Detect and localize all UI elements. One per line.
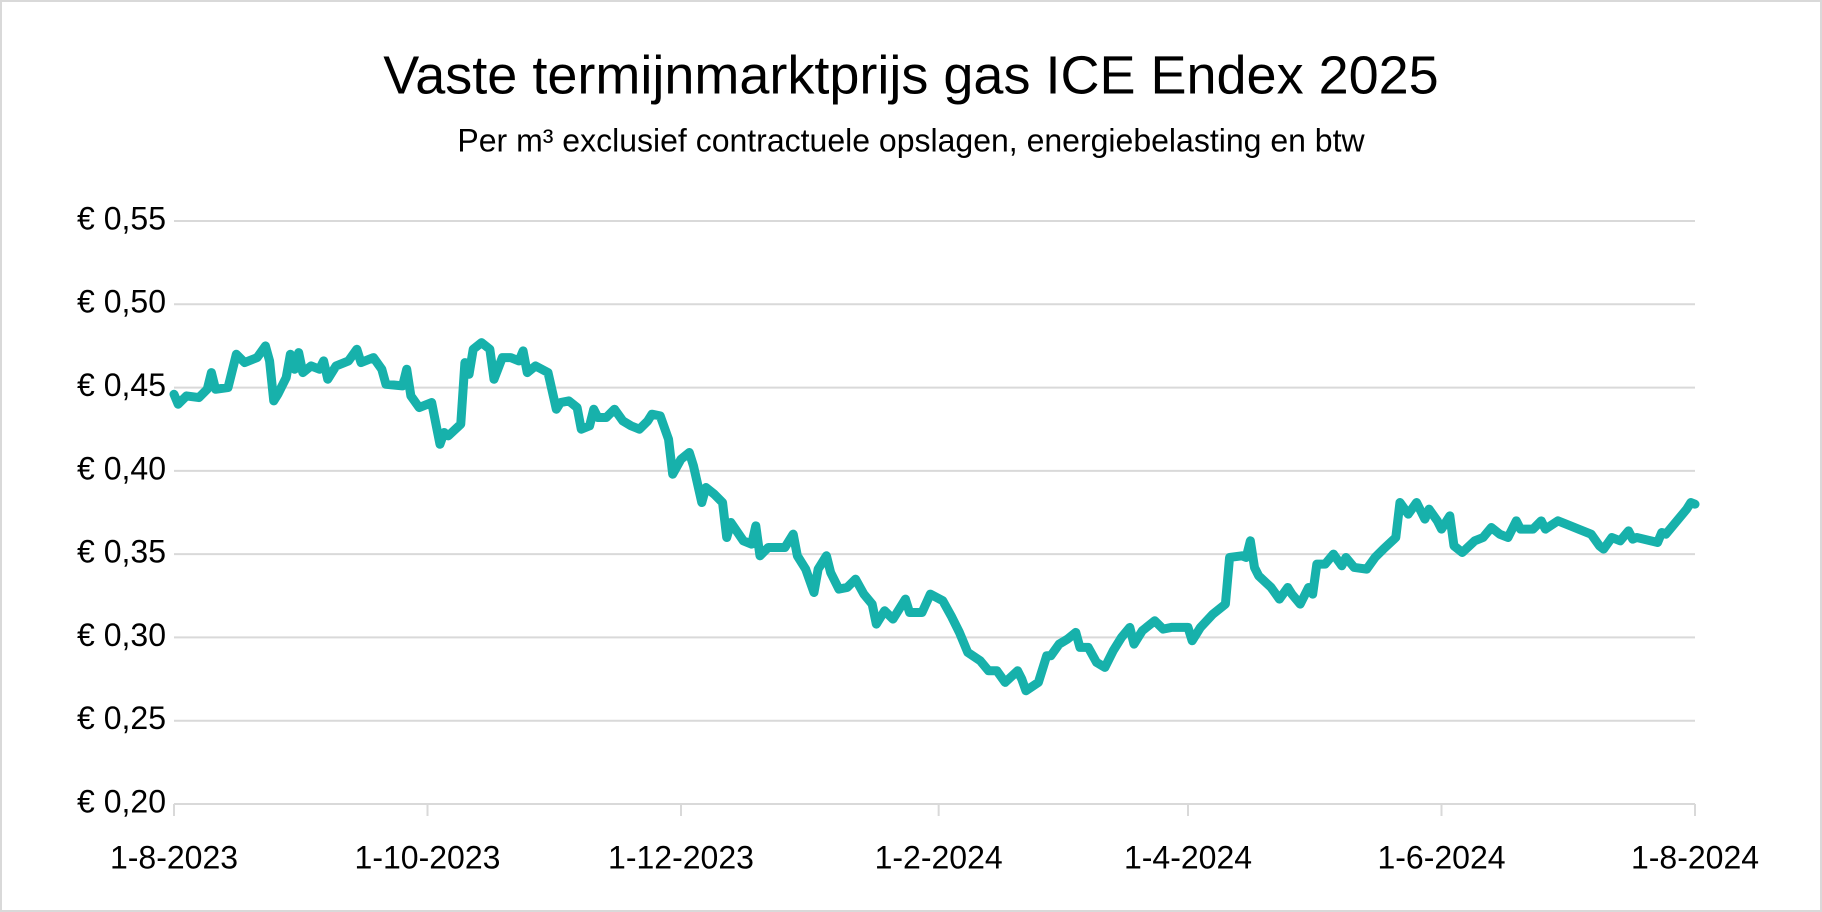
chart-subtitle: Per m³ exclusief contractuele opslagen, … xyxy=(457,122,1365,158)
data-line xyxy=(169,338,1700,696)
x-tick-label: 1-2-2024 xyxy=(875,839,1003,875)
x-tick-label: 1-6-2024 xyxy=(1377,839,1505,875)
y-tick-label: € 0,35 xyxy=(77,534,166,570)
y-tick-label: € 0,45 xyxy=(77,367,166,403)
x-tick-label: 1-8-2023 xyxy=(110,839,238,875)
y-tick-label: € 0,30 xyxy=(77,617,166,653)
y-tick-label: € 0,25 xyxy=(77,700,166,736)
y-tick-label: € 0,40 xyxy=(77,450,166,486)
chart-title: Vaste termijnmarktprijs gas ICE Endex 20… xyxy=(383,45,1438,105)
x-tick-label: 1-10-2023 xyxy=(355,839,501,875)
y-tick-label: € 0,55 xyxy=(77,200,166,236)
x-tick-label: 1-4-2024 xyxy=(1124,839,1252,875)
x-tick-label: 1-8-2024 xyxy=(1631,839,1759,875)
y-tick-label: € 0,20 xyxy=(77,783,166,819)
y-tick-label: € 0,50 xyxy=(77,284,166,320)
x-tick-label: 1-12-2023 xyxy=(608,839,754,875)
